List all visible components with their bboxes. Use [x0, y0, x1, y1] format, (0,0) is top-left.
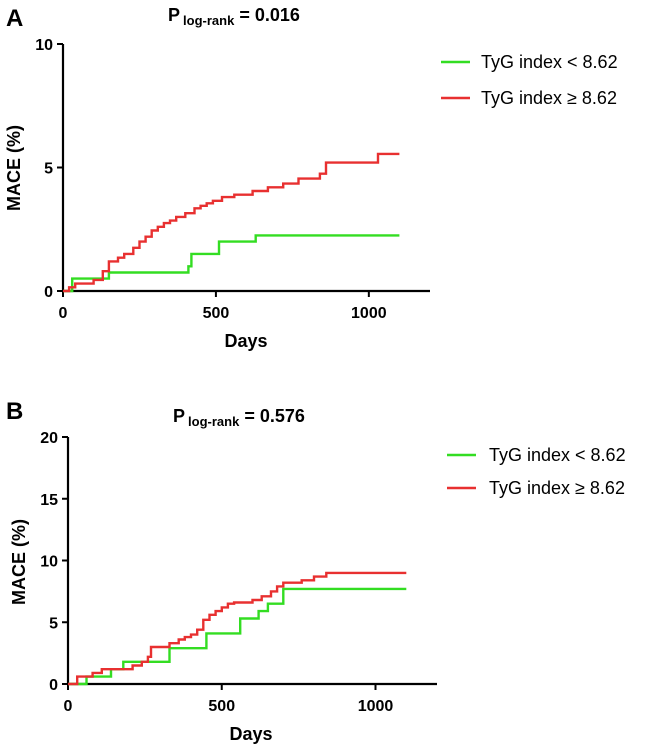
panel-a-legend: TyG index < 8.62 TyG index ≥ 8.62	[441, 52, 618, 108]
panel-a-legend-label-high: TyG index ≥ 8.62	[481, 88, 617, 108]
panel-a-title-value: = 0.016	[239, 5, 300, 25]
panel-b-xtick-label: 0	[64, 698, 73, 715]
panel-b-ytick-label: 5	[49, 615, 58, 632]
panel-a-xtick-label: 500	[203, 305, 230, 322]
panel-a-x-label: Days	[224, 331, 267, 351]
panel-a-ytick-label: 0	[44, 284, 53, 301]
panel-a-ticks: 0 500 1000 0 5 10	[35, 37, 387, 322]
panel-a-curves	[63, 152, 400, 293]
panel-b-title-value: = 0.576	[244, 406, 305, 426]
panel-a-legend-label-low: TyG index < 8.62	[481, 52, 618, 72]
panel-b-ytick-label: 0	[49, 677, 58, 694]
panel-a-xtick-label: 1000	[351, 305, 387, 322]
panel-a-ytick-label: 10	[35, 37, 53, 54]
panel-b-legend: TyG index < 8.62 TyG index ≥ 8.62	[447, 445, 626, 498]
panel-b-legend-label-low: TyG index < 8.62	[489, 445, 626, 465]
panel-a-letter: A	[6, 5, 23, 32]
panel-b-xtick-label: 500	[208, 698, 235, 715]
panel-a-xtick-label: 0	[59, 305, 68, 322]
panel-b-letter: B	[6, 398, 23, 425]
panel-a-curve-tyg-high	[63, 152, 400, 293]
panel-b-legend-label-high: TyG index ≥ 8.62	[489, 478, 625, 498]
panel-a-ytick-label: 5	[44, 161, 53, 178]
panel-b-title-main: P	[173, 406, 185, 426]
panel-a-curve-tyg-low	[63, 234, 400, 293]
panel-b-title-sub: log-rank	[188, 414, 240, 429]
panel-b-ytick-label: 15	[40, 492, 58, 509]
panel-b-ytick-label: 20	[40, 430, 58, 447]
panel-a-title-main: P	[168, 5, 180, 25]
panel-b-ytick-label: 10	[40, 554, 58, 571]
panel-b-x-label: Days	[229, 724, 272, 744]
panel-b-curve-tyg-high	[68, 571, 407, 686]
panel-a-y-label: MACE (%)	[4, 125, 24, 211]
panel-a-title-sub: log-rank	[183, 13, 235, 28]
panel-b-curve-tyg-low	[68, 587, 407, 686]
panel-b-curves	[68, 571, 407, 686]
panel-b-ticks: 0 500 1000 0 5 10 15 20	[40, 430, 393, 715]
panel-b-xtick-label: 1000	[358, 698, 394, 715]
panel-b-y-label: MACE (%)	[9, 519, 29, 605]
